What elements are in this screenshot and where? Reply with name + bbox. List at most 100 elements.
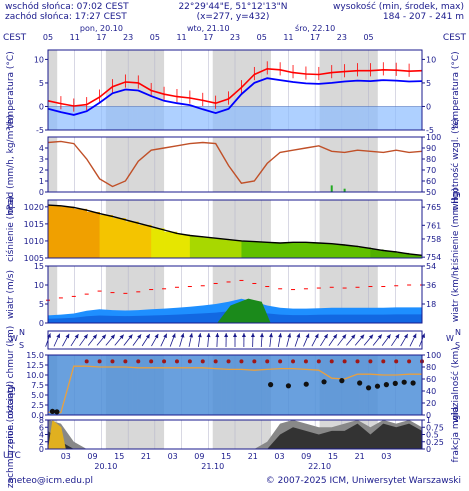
- tick-label: 1: [39, 177, 44, 186]
- tick-label: 0.25: [426, 438, 444, 447]
- wind-arrow-head: [101, 334, 106, 339]
- night-band: [150, 137, 156, 192]
- night-band: [141, 50, 147, 130]
- cloud-top-dot: [381, 359, 386, 364]
- pressure-fill: [357, 247, 371, 258]
- night-band: [359, 137, 365, 192]
- cloud-top-dot: [213, 359, 218, 364]
- night-band: [350, 137, 356, 192]
- tick-label: 10.0: [26, 371, 44, 380]
- night-band: [368, 50, 374, 130]
- cloud-top-dot: [355, 359, 360, 364]
- wind-arrow-icon: [363, 334, 374, 346]
- wind-arrow-icon: [141, 333, 151, 347]
- pressure-fill: [383, 251, 397, 258]
- night-band: [341, 50, 347, 130]
- wind-arrow-head: [189, 333, 194, 338]
- night-band: [239, 137, 245, 192]
- pressure-fill: [331, 244, 346, 258]
- night-band: [346, 266, 352, 323]
- night-band: [248, 50, 254, 130]
- wind-arrow-icon: [206, 332, 211, 348]
- tick-label: 7.5: [31, 381, 44, 390]
- tick-label: 100: [426, 351, 441, 360]
- night-band: [221, 137, 227, 192]
- night-band: [226, 266, 231, 323]
- tick-label: 0: [39, 188, 44, 197]
- night-band: [159, 50, 165, 130]
- night-band: [217, 420, 222, 449]
- wind-arrow-head: [287, 333, 292, 338]
- tick-label: 0: [39, 102, 44, 111]
- wind-arrow-icon: [259, 332, 264, 348]
- cloud-top-dot: [252, 359, 257, 364]
- night-band: [52, 50, 58, 130]
- night-band: [221, 200, 227, 258]
- wind-arrow-icon: [169, 333, 176, 347]
- night-band: [332, 137, 338, 192]
- night-band: [221, 266, 227, 323]
- night-band: [328, 200, 334, 258]
- night-band: [350, 266, 356, 323]
- night-band: [235, 200, 240, 258]
- night-band: [337, 266, 343, 323]
- pressure-fill: [99, 215, 113, 258]
- wind-arrow-icon: [311, 333, 319, 347]
- wind-arrow-icon: [105, 334, 116, 346]
- wind-arrow-head: [386, 334, 391, 339]
- day-label-bottom: 22.10: [308, 462, 331, 471]
- night-band: [328, 266, 334, 323]
- night-band: [373, 266, 378, 323]
- tick-label: 5: [39, 79, 44, 88]
- night-band: [248, 200, 254, 258]
- night-band: [230, 50, 236, 130]
- pressure-fill: [151, 228, 165, 258]
- hour-label-bottom: 21: [248, 452, 258, 461]
- night-band: [346, 137, 352, 192]
- panel-frame: [47, 265, 423, 324]
- night-band: [145, 137, 151, 192]
- wind-arrow-icon: [286, 333, 292, 347]
- night-band: [243, 266, 249, 323]
- pressure-fill: [164, 231, 178, 258]
- compass-icon: N: [455, 328, 461, 337]
- cloud-top-dot: [123, 359, 128, 364]
- day-label-bottom: 21.10: [201, 462, 224, 471]
- wind-arrow-icon: [179, 333, 185, 347]
- wind-arrow-icon: [346, 334, 356, 346]
- cloud-base-dot: [49, 408, 56, 414]
- visibility-series: [47, 365, 422, 414]
- night-band: [230, 200, 236, 258]
- panel-frame: [47, 330, 423, 350]
- footer-copyright: © 2007-2025 ICM, Uniwersytet Warszawski: [266, 476, 461, 486]
- night-band: [52, 266, 58, 323]
- compass-icon: W: [10, 334, 18, 343]
- night-band: [373, 137, 378, 192]
- below-zero-area: [48, 106, 422, 130]
- footer-email[interactable]: meteo@icm.edu.pl: [8, 476, 93, 486]
- night-band: [355, 266, 360, 323]
- wind-arrow-icon: [409, 333, 417, 347]
- cloud-top-dot: [226, 359, 231, 364]
- tick-label: 2: [39, 438, 44, 447]
- night-band: [235, 420, 240, 449]
- cloud-top-dot: [174, 359, 179, 364]
- night-band: [324, 200, 329, 258]
- wind-arrow-head: [259, 333, 264, 338]
- wind-arrow-head: [92, 334, 97, 339]
- night-band: [226, 200, 231, 258]
- night-band: [119, 266, 124, 323]
- hour-label-bottom: 03: [168, 452, 178, 461]
- night-band: [355, 50, 360, 130]
- night-band: [359, 266, 365, 323]
- night-band: [114, 266, 120, 323]
- night-band: [226, 50, 231, 130]
- pressure-fill: [138, 224, 152, 258]
- night-band: [257, 137, 263, 192]
- pressure-fill: [318, 243, 333, 258]
- night-band: [243, 420, 249, 449]
- night-band: [48, 137, 53, 192]
- hour-label-top: 05: [43, 33, 53, 42]
